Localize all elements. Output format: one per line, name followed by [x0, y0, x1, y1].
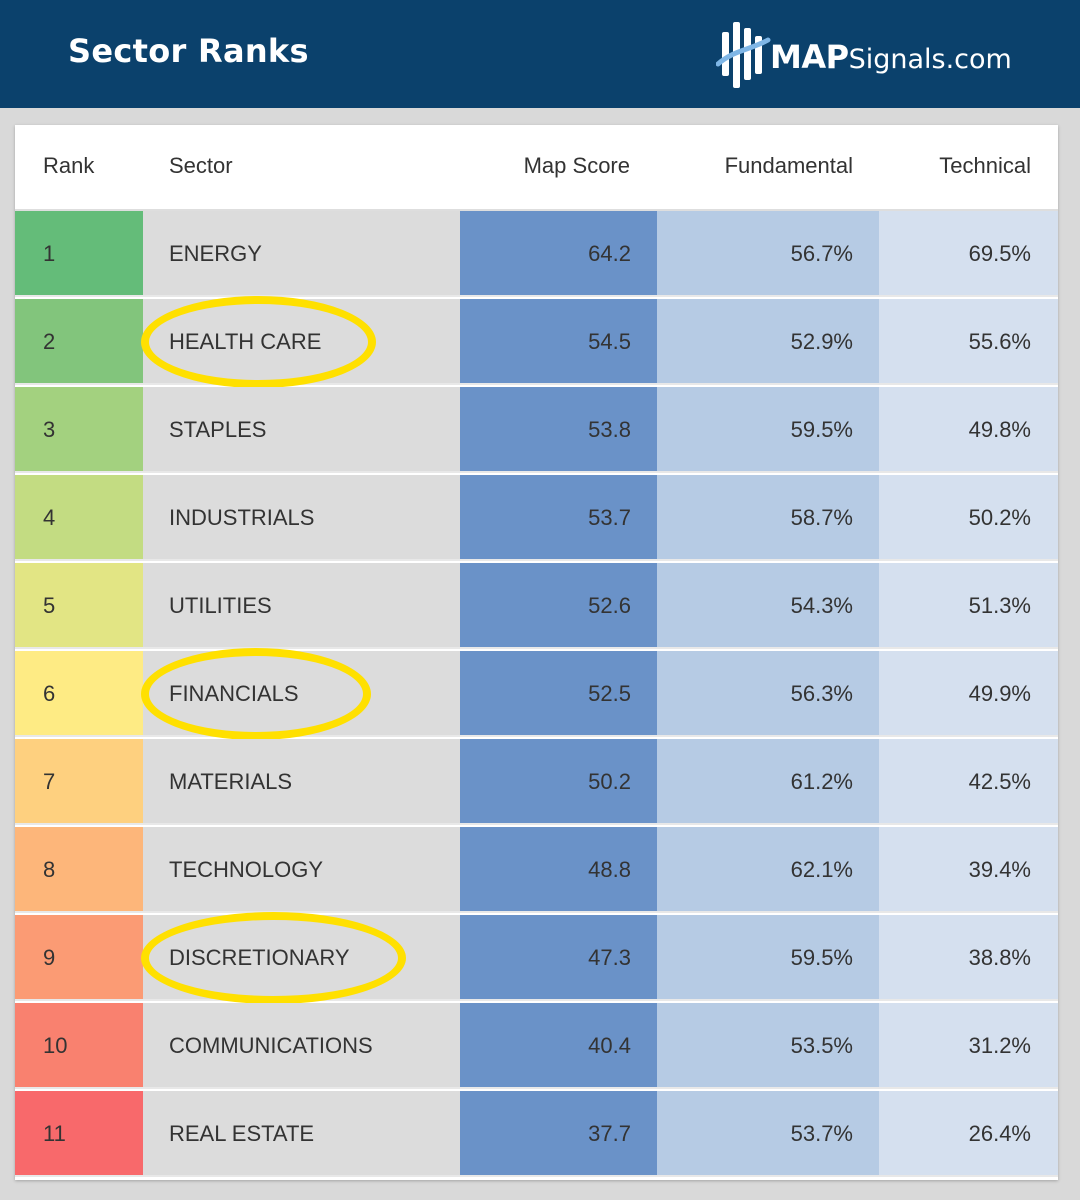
rank-cell: 5: [15, 563, 143, 649]
table-row: 4 INDUSTRIALS 53.7 58.7% 50.2%: [15, 475, 1058, 563]
sector-cell: MATERIALS: [143, 739, 460, 825]
table-row: 5 UTILITIES 52.6 54.3% 51.3%: [15, 563, 1058, 651]
sector-cell: HEALTH CARE: [143, 299, 460, 385]
map-score-cell: 53.8: [460, 387, 657, 473]
rank-cell: 3: [15, 387, 143, 473]
technical-cell: 31.2%: [879, 1003, 1058, 1089]
table-header: Rank Sector Map Score Fundamental Techni…: [15, 125, 1058, 211]
rank-cell: 2: [15, 299, 143, 385]
table-row: 1 ENERGY 64.2 56.7% 69.5%: [15, 211, 1058, 299]
sector-cell: DISCRETIONARY: [143, 915, 460, 1001]
map-score-cell: 52.5: [460, 651, 657, 737]
rank-cell: 7: [15, 739, 143, 825]
technical-cell: 42.5%: [879, 739, 1058, 825]
fundamental-cell: 54.3%: [657, 563, 879, 649]
map-score-cell: 37.7: [460, 1091, 657, 1177]
logo-text-light: Signals.com: [848, 44, 1012, 75]
technical-cell: 69.5%: [879, 211, 1058, 297]
sector-cell: TECHNOLOGY: [143, 827, 460, 913]
fundamental-cell: 56.7%: [657, 211, 879, 297]
column-header-fundamental: Fundamental: [724, 153, 853, 178]
technical-cell: 50.2%: [879, 475, 1058, 561]
sector-cell: STAPLES: [143, 387, 460, 473]
rank-cell: 4: [15, 475, 143, 561]
sector-cell: UTILITIES: [143, 563, 460, 649]
table-row: 7 MATERIALS 50.2 61.2% 42.5%: [15, 739, 1058, 827]
column-header-rank: Rank: [43, 153, 95, 178]
rank-cell: 1: [15, 211, 143, 297]
table-row: 2 HEALTH CARE 54.5 52.9% 55.6%: [15, 296, 1058, 388]
rank-cell: 11: [15, 1091, 143, 1177]
fundamental-cell: 56.3%: [657, 651, 879, 737]
technical-cell: 26.4%: [879, 1091, 1058, 1177]
mapsignals-logo-icon: [716, 22, 771, 88]
table-row: 10 COMMUNICATIONS 40.4 53.5% 31.2%: [15, 1003, 1058, 1091]
rank-cell: 10: [15, 1003, 143, 1089]
technical-cell: 49.9%: [879, 651, 1058, 737]
fundamental-cell: 61.2%: [657, 739, 879, 825]
fundamental-cell: 53.5%: [657, 1003, 879, 1089]
column-header-technical: Technical: [939, 153, 1031, 178]
logo-text-bold: MAP: [770, 38, 849, 76]
fundamental-cell: 59.5%: [657, 915, 879, 1001]
map-score-cell: 52.6: [460, 563, 657, 649]
map-score-cell: 64.2: [460, 211, 657, 297]
table-row: 9 DISCRETIONARY 47.3 59.5% 38.8%: [15, 912, 1058, 1004]
sector-cell: INDUSTRIALS: [143, 475, 460, 561]
sector-cell: COMMUNICATIONS: [143, 1003, 460, 1089]
map-score-cell: 54.5: [460, 299, 657, 385]
fundamental-cell: 52.9%: [657, 299, 879, 385]
sector-cell: ENERGY: [143, 211, 460, 297]
fundamental-cell: 62.1%: [657, 827, 879, 913]
fundamental-cell: 58.7%: [657, 475, 879, 561]
table-row: 8 TECHNOLOGY 48.8 62.1% 39.4%: [15, 827, 1058, 915]
sector-cell: FINANCIALS: [143, 651, 460, 737]
header-bar: Sector Ranks MAPSignals.com: [0, 0, 1080, 108]
table-row: 3 STAPLES 53.8 59.5% 49.8%: [15, 387, 1058, 475]
technical-cell: 55.6%: [879, 299, 1058, 385]
map-score-cell: 50.2: [460, 739, 657, 825]
fundamental-cell: 59.5%: [657, 387, 879, 473]
table-row: 11 REAL ESTATE 37.7 53.7% 26.4%: [15, 1091, 1058, 1179]
rank-cell: 6: [15, 651, 143, 737]
map-score-cell: 53.7: [460, 475, 657, 561]
column-header-map-score: Map Score: [523, 153, 630, 178]
technical-cell: 49.8%: [879, 387, 1058, 473]
technical-cell: 51.3%: [879, 563, 1058, 649]
fundamental-cell: 53.7%: [657, 1091, 879, 1177]
sector-ranks-table: Rank Sector Map Score Fundamental Techni…: [15, 125, 1058, 1180]
map-score-cell: 48.8: [460, 827, 657, 913]
map-score-cell: 40.4: [460, 1003, 657, 1089]
page-title: Sector Ranks: [68, 32, 309, 70]
column-header-sector: Sector: [169, 153, 233, 178]
rank-cell: 9: [15, 915, 143, 1001]
map-score-cell: 47.3: [460, 915, 657, 1001]
logo-wordmark: MAPSignals.com: [770, 38, 1012, 76]
technical-cell: 38.8%: [879, 915, 1058, 1001]
technical-cell: 39.4%: [879, 827, 1058, 913]
table-row: 6 FINANCIALS 52.5 56.3% 49.9%: [15, 648, 1058, 740]
sector-cell: REAL ESTATE: [143, 1091, 460, 1177]
rank-cell: 8: [15, 827, 143, 913]
